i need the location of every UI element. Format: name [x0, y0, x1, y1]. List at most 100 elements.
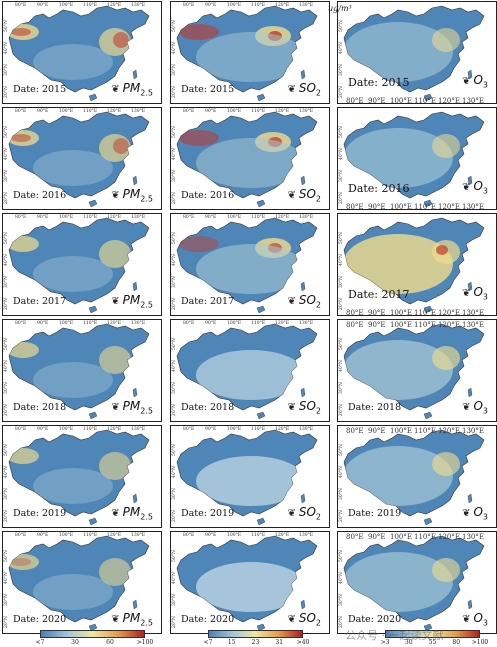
lat-tick: 50°N	[339, 232, 344, 244]
lat-tick: 40°N	[339, 572, 344, 584]
china-map	[8, 429, 150, 526]
hotspot-east-core	[113, 138, 129, 154]
lon-tick: 110°E	[83, 109, 98, 114]
taiwan-island	[467, 599, 473, 610]
o3-east	[432, 134, 460, 158]
lon-tick: 120°E	[107, 321, 122, 326]
hainan-island	[256, 93, 266, 102]
lon-tick: 130°E	[462, 427, 484, 435]
lat-tick: 50°N	[172, 444, 177, 456]
map-panel: 50°N 40°N 30°N 20°N 80°E 90°E 100°E 110°E 120°E 1…	[170, 531, 330, 634]
taiwan-island	[300, 175, 306, 186]
pollutant-label: ❦ O3	[462, 178, 488, 195]
lon-tick: 110°E	[251, 427, 266, 432]
lat-tick: 50°N	[339, 126, 344, 138]
lon-tick: 90°E	[368, 427, 386, 435]
lat-tick: 50°N	[172, 20, 177, 32]
lat-tick: 30°N	[4, 170, 9, 182]
lon-tick: 110°E	[414, 427, 436, 435]
hainan-island	[88, 517, 98, 526]
map-panel: 50°N 40°N 30°N 20°N 80°E 90°E 100°E 110°E 120°E 1…	[2, 213, 162, 316]
o3-base	[344, 234, 453, 294]
o3-base	[344, 552, 453, 612]
leaf-icon: ❦	[111, 507, 120, 519]
lon-tick: 100°E	[59, 109, 74, 114]
lon-tick: 80°E	[15, 109, 27, 114]
colorbar-tick: 31	[275, 639, 284, 646]
china-map	[343, 429, 485, 526]
lat-tick: 30°N	[339, 382, 344, 394]
so2-base	[196, 456, 306, 506]
hainan-island	[256, 199, 266, 208]
lon-tick: 130°E	[299, 109, 314, 114]
date-label: Date: 2018	[181, 402, 235, 413]
so2-west	[179, 236, 219, 252]
lat-tick: 40°N	[172, 572, 177, 584]
lon-tick: 130°E	[462, 321, 484, 329]
lat-tick: 50°N	[4, 20, 9, 32]
so2-west	[179, 130, 219, 146]
china-map	[8, 5, 150, 102]
lon-tick: 90°E	[205, 215, 217, 220]
hainan-island	[423, 623, 433, 632]
lon-tick: 120°E	[438, 97, 460, 104]
lon-tick: 130°E	[462, 309, 484, 316]
lat-tick: 30°N	[172, 382, 177, 394]
pollutant-label: ❦ O3	[462, 504, 488, 521]
date-label: Date: 2020	[181, 614, 235, 625]
leaf-icon: ❦	[462, 401, 471, 413]
leaf-icon: ❦	[111, 189, 120, 201]
colorbar-tick: <7	[35, 639, 45, 646]
legend-so2: <7 15 23 31 >40	[204, 630, 309, 646]
china-map	[343, 217, 485, 314]
colorbar	[208, 630, 303, 638]
lat-tick: 50°N	[4, 550, 9, 562]
colorbar-tick: <7	[203, 639, 213, 646]
lon-tick: 90°E	[368, 533, 386, 541]
lat-tick: 40°N	[172, 466, 177, 478]
lon-tick: 130°E	[462, 203, 484, 210]
lat-tick: 50°N	[339, 338, 344, 350]
map-panel: 50°N 40°N 30°N 20°N 80°E 90°E 100°E 110°E 120°E 1…	[2, 319, 162, 422]
lat-tick: 30°N	[172, 276, 177, 288]
lat-tick: 30°N	[172, 64, 177, 76]
pollutant-label: ❦ SO2	[287, 80, 321, 97]
lon-tick: 80°E	[346, 203, 364, 210]
hainan-island	[88, 411, 98, 420]
colorbar	[40, 630, 145, 638]
so2-west	[179, 24, 219, 40]
lat-tick: 40°N	[339, 42, 344, 54]
leaf-icon: ❦	[287, 83, 296, 95]
lon-tick: 80°E	[346, 97, 364, 104]
china-map	[176, 217, 318, 314]
date-label: Date: 2015	[348, 76, 410, 89]
lat-tick: 30°N	[172, 594, 177, 606]
date-label: Date: 2019	[181, 508, 235, 519]
pollutant-label: ❦ PM2.5	[111, 186, 153, 203]
leaf-icon: ❦	[462, 75, 471, 87]
leaf-icon: ❦	[462, 613, 471, 625]
date-label: Date: 2016	[13, 190, 67, 201]
colorbar-tick: 55	[428, 639, 437, 646]
lon-tick: 120°E	[107, 3, 122, 8]
lon-tick: 80°E	[346, 309, 364, 316]
lon-tick: 80°E	[15, 427, 27, 432]
map-panel: 50°N 40°N 30°N 20°N 80°E 90°E 100°E 110°E 120°E 1…	[337, 213, 497, 316]
lat-tick: 30°N	[339, 488, 344, 500]
leaf-icon: ❦	[287, 295, 296, 307]
china-map	[176, 5, 318, 102]
lon-tick: 100°E	[227, 321, 242, 326]
lon-tick: 130°E	[299, 215, 314, 220]
colorbar-tick: 30	[404, 639, 413, 646]
lon-tick: 130°E	[131, 321, 146, 326]
map-panel: 50°N 40°N 30°N 20°N 80°E 90°E 100°E 110°E 120°E 1…	[337, 1, 497, 104]
lat-tick: 20°N	[4, 616, 9, 628]
o3-base	[344, 340, 453, 400]
lon-tick: 120°E	[107, 533, 122, 538]
hotspot-east	[99, 558, 131, 586]
lat-tick: 20°N	[172, 298, 177, 310]
taiwan-island	[467, 175, 473, 186]
lat-tick: 50°N	[339, 550, 344, 562]
lon-tick: 130°E	[131, 215, 146, 220]
hotspot-west-core	[11, 558, 31, 566]
